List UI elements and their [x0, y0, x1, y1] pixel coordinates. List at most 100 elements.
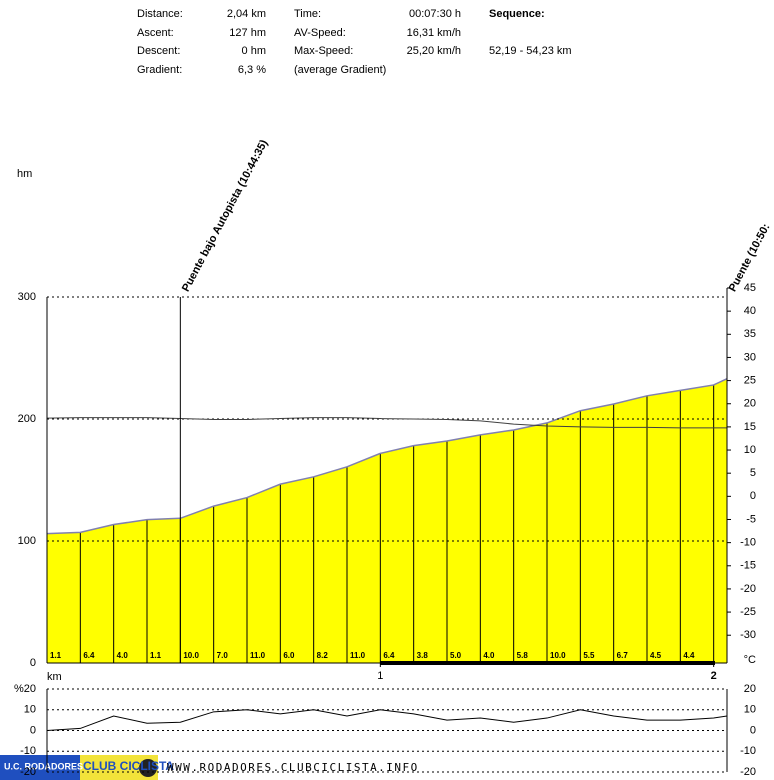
waypoint-label: Puente bajo Autopista (10:44:35) — [180, 138, 271, 294]
stat-value: 2,04 km — [227, 8, 266, 20]
segment-gradient-label: 4.0 — [483, 651, 495, 660]
elevation-segment — [647, 390, 681, 663]
elevation-segment — [213, 497, 247, 663]
logo-bottom: CLUB CICLISTA — [83, 759, 174, 773]
y2-tick-label: 5 — [750, 467, 756, 479]
gradient-line — [46, 709, 728, 731]
stat-label: (average Gradient) — [294, 64, 386, 76]
stat-label: Time: — [294, 8, 321, 20]
y-tick-label: 0 — [30, 724, 36, 736]
stat-label: Max-Speed: — [294, 45, 353, 57]
logo-box — [0, 755, 80, 780]
y-tick-label: 200 — [18, 413, 36, 425]
elevation-segment — [613, 395, 647, 663]
segment-gradient-label: 4.5 — [650, 651, 662, 660]
x-tick-label: 2 — [711, 670, 717, 682]
segment-gradient-label: 6.7 — [617, 651, 629, 660]
elevation-segment — [247, 484, 281, 663]
y2-tick-label: 25 — [744, 374, 756, 386]
elevation-segment — [80, 524, 114, 663]
y-tick-label: -10 — [20, 745, 36, 757]
elevation-segment — [180, 506, 214, 663]
segment-gradient-label: 3.8 — [417, 651, 429, 660]
y2-axis-label: °C — [744, 654, 756, 666]
y2-tick-label: -25 — [740, 606, 756, 618]
stat-value: 127 hm — [229, 27, 266, 39]
y2-tick-label: -10 — [740, 537, 756, 549]
y2-tick-label: 45 — [744, 282, 756, 294]
segment-gradient-label: 11.0 — [250, 651, 266, 660]
y2-tick-label: 15 — [744, 421, 756, 433]
range-bar — [380, 661, 715, 665]
footer-url: WWW.RODADORES.CLUBCICLISTA.INFO — [167, 761, 419, 774]
y-tick-label: -20 — [20, 766, 36, 778]
y2-tick-label: 0 — [750, 490, 756, 502]
segment-gradient-label: 1.1 — [150, 651, 162, 660]
stat-label: 52,19 - 54,23 km — [489, 45, 572, 57]
elevation-segment — [480, 429, 514, 663]
elevation-segment — [347, 453, 381, 663]
stat-value: 25,20 km/h — [407, 45, 461, 57]
stat-label: Gradient: — [137, 64, 182, 76]
y2-tick-label: 20 — [744, 398, 756, 410]
stat-value: 00:07:30 h — [409, 8, 461, 20]
elevation-segment — [513, 422, 547, 663]
elevation-segment — [680, 384, 714, 663]
y-tick-label-right: 10 — [744, 704, 756, 716]
y-tick-label-right: -10 — [740, 745, 756, 757]
segment-gradient-label: 1.1 — [50, 651, 62, 660]
stat-label: AV-Speed: — [294, 27, 346, 39]
segment-gradient-label: 5.5 — [583, 651, 595, 660]
stat-label: Distance: — [137, 8, 183, 20]
y-tick-label: 100 — [18, 535, 36, 547]
y2-tick-label: 10 — [744, 444, 756, 456]
y2-tick-label: 30 — [744, 351, 756, 363]
y-axis-label: % — [14, 683, 24, 695]
y-tick-label-right: -20 — [740, 766, 756, 778]
elevation-segment — [713, 378, 727, 663]
stat-label: Ascent: — [137, 27, 174, 39]
y-tick-label: 0 — [30, 657, 36, 669]
elevation-segment — [147, 518, 181, 663]
stat-value: 16,31 km/h — [407, 27, 461, 39]
x-axis-label: km — [47, 671, 62, 683]
stat-value: 0 hm — [242, 45, 266, 57]
elevation-segment — [380, 445, 414, 663]
y-tick-label-right: 0 — [750, 724, 756, 736]
segment-gradient-label: 10.0 — [550, 651, 566, 660]
y-tick-label: 20 — [24, 683, 36, 695]
y2-tick-label: -5 — [746, 513, 756, 525]
y-tick-label: 300 — [18, 291, 36, 303]
elevation-segment — [113, 519, 147, 663]
y-tick-label: 10 — [24, 704, 36, 716]
y2-tick-label: 35 — [744, 328, 756, 340]
elevation-segment — [47, 532, 81, 663]
temperature-line — [46, 417, 727, 429]
stat-value: 6,3 % — [238, 64, 266, 76]
logo-top: U.C. RODADORES — [4, 761, 83, 771]
segment-gradient-label: 5.0 — [450, 651, 462, 660]
elevation-segment — [313, 466, 347, 663]
segment-gradient-label: 6.0 — [283, 651, 295, 660]
y2-tick-label: -30 — [740, 629, 756, 641]
elevation-line — [46, 378, 728, 535]
segment-gradient-label: 10.0 — [183, 651, 199, 660]
segment-gradient-label: 5.8 — [517, 651, 529, 660]
stat-label: Sequence: — [489, 8, 545, 20]
x-tick-label: 1 — [377, 670, 383, 682]
segment-gradient-label: 4.0 — [117, 651, 129, 660]
y-tick-label-right: 20 — [744, 683, 756, 695]
segment-gradient-label: 6.4 — [383, 651, 395, 660]
elevation-segment — [447, 434, 481, 663]
elevation-segment — [413, 440, 447, 663]
segment-gradient-label: 4.4 — [683, 651, 695, 660]
elevation-segment — [580, 403, 614, 663]
stat-label: Descent: — [137, 45, 180, 57]
y-axis-label: hm — [17, 168, 32, 180]
y2-tick-label: -20 — [740, 583, 756, 595]
y2-tick-label: 40 — [744, 305, 756, 317]
segment-gradient-label: 11.0 — [350, 651, 366, 660]
